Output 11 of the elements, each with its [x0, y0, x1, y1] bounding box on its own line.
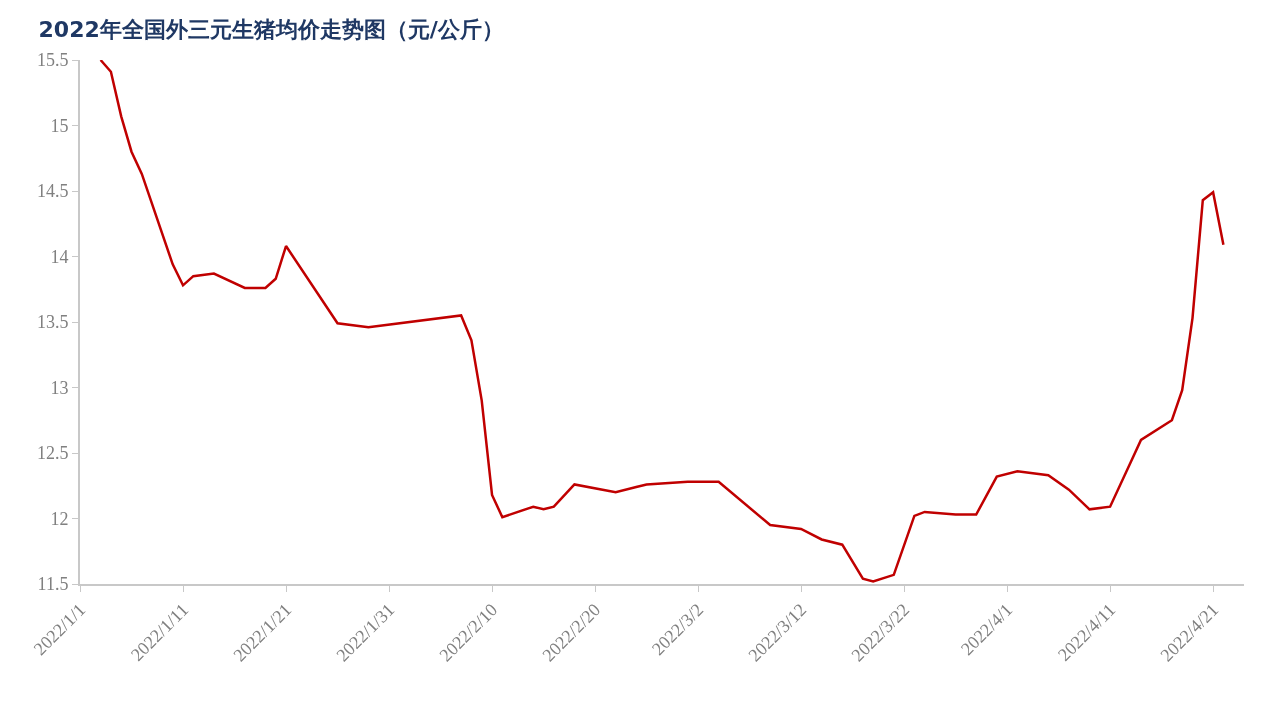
y-tick-label: 13.5: [36, 312, 69, 333]
y-tick-label: 12.5: [36, 443, 69, 464]
y-tick-label: 14: [50, 246, 69, 267]
chart-title: 2022年全国外三元生猪均价走势图（元/公斤）: [38, 16, 504, 42]
y-tick-label: 15: [50, 115, 69, 136]
y-tick-label: 12: [50, 508, 69, 529]
y-tick-label: 15.5: [36, 50, 69, 71]
line-series: [99, 60, 1225, 583]
y-tick-label: 14.5: [36, 181, 69, 202]
y-tick-label: 11.5: [37, 574, 69, 595]
y-tick-label: 13: [50, 377, 69, 398]
